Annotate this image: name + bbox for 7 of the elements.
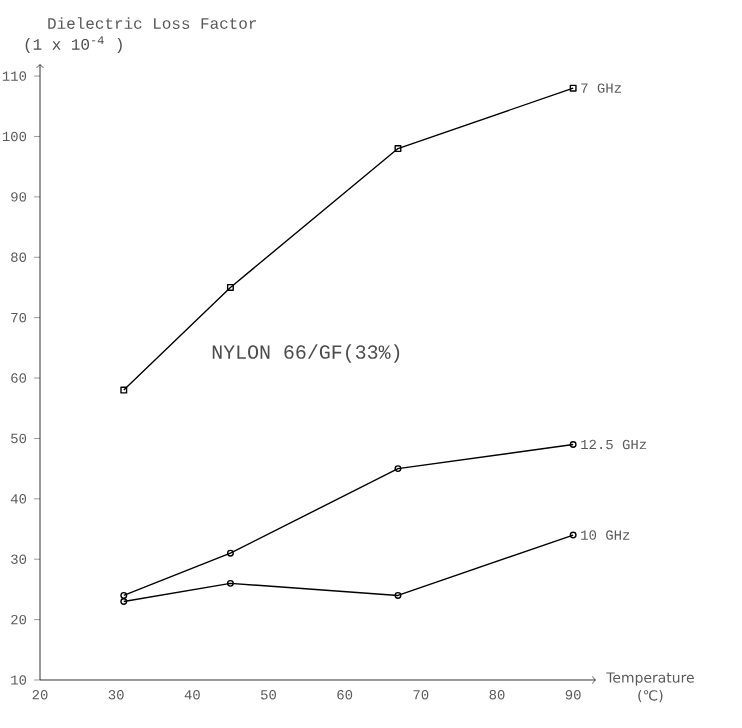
point (394, 591, 402, 599)
point (394, 465, 402, 473)
annotation: NYLON 66/GF(33%) (212, 344, 400, 363)
point (394, 145, 402, 153)
point (226, 283, 234, 291)
point (226, 579, 234, 587)
point (226, 549, 234, 557)
